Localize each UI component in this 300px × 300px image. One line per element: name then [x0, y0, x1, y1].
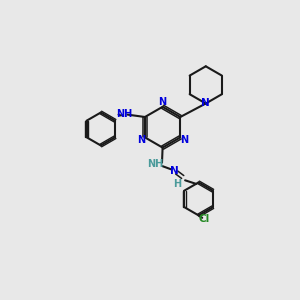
Text: NH: NH	[116, 109, 132, 119]
Text: NH: NH	[147, 159, 163, 169]
Text: H: H	[173, 179, 182, 189]
Text: N: N	[170, 166, 179, 176]
Text: Cl: Cl	[198, 214, 210, 224]
Text: N: N	[137, 135, 145, 145]
Text: N: N	[201, 98, 210, 109]
Text: N: N	[158, 97, 167, 107]
Text: N: N	[180, 135, 188, 145]
